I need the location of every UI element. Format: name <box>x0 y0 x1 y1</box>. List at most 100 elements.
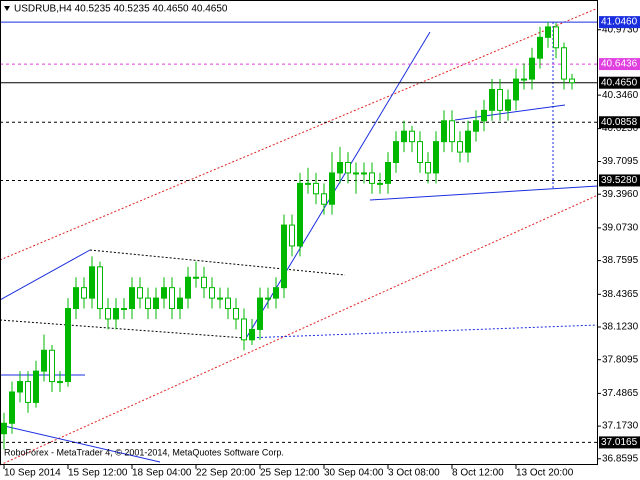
price-level-label: 39.5280 <box>601 175 638 186</box>
candle-body <box>257 297 263 330</box>
candle-body <box>161 287 167 299</box>
candle-body <box>129 287 135 310</box>
candle-body <box>401 130 407 143</box>
candle-body <box>137 287 143 299</box>
analysis-lines <box>0 7 599 466</box>
candle-body <box>25 381 31 403</box>
candle-body <box>537 36 543 59</box>
trend-line <box>0 424 161 463</box>
candle-body <box>273 287 279 299</box>
candle-body <box>369 172 375 184</box>
price-level-box <box>599 76 640 89</box>
candle-body <box>313 182 319 195</box>
support-line <box>244 324 599 339</box>
trend-line <box>0 249 91 301</box>
candle-body <box>225 297 231 310</box>
candle-body <box>353 172 359 175</box>
y-tick-label: 40.3460 <box>602 90 639 101</box>
y-tick-label: 38.1230 <box>602 322 639 333</box>
triangle-line <box>89 249 346 276</box>
triangle-line <box>0 319 246 339</box>
candle-body <box>561 47 567 80</box>
candle-body <box>417 141 423 164</box>
candle-body <box>545 26 551 38</box>
y-tick-label: 38.4365 <box>602 289 639 300</box>
candle-body <box>209 287 215 299</box>
y-tick-label: 39.7095 <box>602 156 639 167</box>
candle-body <box>121 308 127 311</box>
candle-body <box>385 162 391 184</box>
candle-body <box>281 224 287 289</box>
x-tick-label: 15 Sep 12:00 <box>68 468 128 479</box>
candle-body <box>185 276 191 299</box>
candle-body <box>297 182 303 247</box>
candle-body <box>409 130 415 143</box>
candle-body <box>425 162 431 174</box>
candle-body <box>81 287 87 299</box>
candle-body <box>489 88 495 111</box>
candle-body <box>1 422 7 435</box>
candle-body <box>145 297 151 310</box>
price-level-box <box>599 58 640 71</box>
projection-line <box>454 104 566 121</box>
candle-body <box>441 120 447 143</box>
candle-body <box>337 162 343 174</box>
candle-body <box>241 318 247 341</box>
candle-body <box>505 99 511 111</box>
candle-body <box>465 130 471 153</box>
y-tick-label: 37.8095 <box>602 354 639 365</box>
candle-body <box>569 78 575 84</box>
candle-body <box>433 141 439 174</box>
candle-body <box>377 182 383 185</box>
price-level-box <box>599 16 640 29</box>
candle-body <box>97 266 103 310</box>
candle-body <box>177 297 183 310</box>
candle-body <box>321 193 327 205</box>
candle-body <box>113 308 119 320</box>
x-tick-label: 18 Sep 04:00 <box>132 468 192 479</box>
candle-body <box>41 349 47 372</box>
candle-body <box>105 308 111 320</box>
x-tick-label: 25 Sep 12:00 <box>260 468 320 479</box>
collapse-arrow <box>4 6 10 11</box>
candle-body <box>153 297 159 310</box>
x-tick-label: 10 Sep 2014 <box>4 468 61 479</box>
y-tick-label: 39.0730 <box>602 223 639 234</box>
x-tick-label: 3 Oct 08:00 <box>388 468 440 479</box>
candle-body <box>497 88 503 111</box>
x-tick-label: 22 Sep 20:00 <box>196 468 256 479</box>
y-tick-label: 37.4865 <box>602 388 639 399</box>
candle-body <box>33 370 39 403</box>
candle-body <box>193 276 199 279</box>
candle-body <box>529 57 535 80</box>
candle-body <box>481 109 487 122</box>
price-level-label: 40.0858 <box>601 117 638 128</box>
candle-body <box>345 162 351 174</box>
price-level-label: 41.0460 <box>601 17 638 28</box>
trend-line <box>369 185 599 201</box>
candle-body <box>457 141 463 153</box>
candle-body <box>249 328 255 341</box>
candle-body <box>73 287 79 310</box>
candle-body <box>361 172 367 175</box>
candle-body <box>17 381 23 393</box>
candle-body <box>201 276 207 289</box>
candle-body <box>553 26 559 49</box>
footer: RoboForex - MetaTrader 4, © 2001-2014, M… <box>4 447 284 457</box>
chart-title: USDRUB,H4 40.5235 40.5235 40.4650 40.465… <box>14 4 228 15</box>
candle-body <box>169 287 175 310</box>
candle-body <box>513 78 519 101</box>
price-level-label: 40.6436 <box>601 59 638 70</box>
plot-frame <box>0 0 598 465</box>
candle-body <box>65 308 71 383</box>
x-tick-label: 13 Oct 20:00 <box>516 468 574 479</box>
candle-body <box>89 266 95 299</box>
candle-body <box>217 297 223 300</box>
price-level-label: 37.0165 <box>601 437 638 448</box>
channel-bottom <box>0 194 599 466</box>
y-tick-label: 37.1730 <box>602 421 639 432</box>
y-tick-label: 40.9730 <box>602 24 639 35</box>
price-level-label: 40.4650 <box>601 77 638 88</box>
price-level-box <box>599 116 640 129</box>
